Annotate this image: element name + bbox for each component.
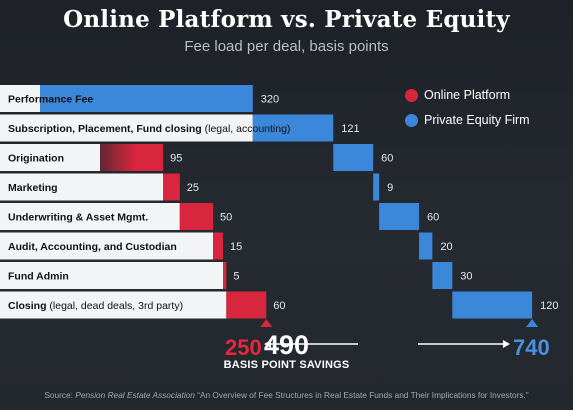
savings-arrowhead-right xyxy=(503,340,510,348)
value-label-pe-2: 60 xyxy=(381,153,393,165)
category-label-bg xyxy=(0,144,100,171)
value-label-pe-5: 20 xyxy=(440,241,452,253)
source-publisher: Pension Real Estate Association xyxy=(75,390,195,400)
value-label-pe-3: 9 xyxy=(387,182,393,194)
category-label-1: Subscription, Placement, Fund closing (l… xyxy=(8,123,290,135)
bar-pe-1 xyxy=(252,114,334,142)
chart-title: Online Platform vs. Private Equity xyxy=(63,6,510,33)
category-label-3: Marketing xyxy=(8,182,58,194)
category-label-bg xyxy=(0,203,180,230)
value-label-online-4: 50 xyxy=(220,212,232,224)
legend-label-pe: Private Equity Firm xyxy=(424,113,530,127)
category-label-5: Audit, Accounting, and Custodian xyxy=(8,241,177,253)
category-label-bg xyxy=(0,262,224,289)
category-label-7: Closing (legal, dead deals, 3rd party) xyxy=(8,300,183,312)
category-label-bg xyxy=(0,114,253,142)
legend-swatch-online xyxy=(405,89,418,102)
source-title: “An Overview of Fee Structures in Real E… xyxy=(194,390,529,400)
online-total-marker xyxy=(260,319,273,327)
bar-online-2 xyxy=(100,144,164,171)
bar-pe-2 xyxy=(333,144,374,171)
bar-pe-5 xyxy=(419,232,433,260)
online-total: 250 xyxy=(225,335,262,360)
bar-online-5 xyxy=(213,232,224,260)
savings-arrowhead-left xyxy=(264,340,271,348)
category-label-4: Underwriting & Asset Mgmt. xyxy=(8,212,148,224)
bar-pe-0 xyxy=(40,85,253,112)
category-label-6: Fund Admin xyxy=(8,271,69,283)
category-label-2: Origination xyxy=(8,153,64,165)
value-label-online-6: 5 xyxy=(233,271,239,283)
bar-online-4 xyxy=(179,203,214,230)
value-label-pe-7: 120 xyxy=(540,300,558,312)
source-note: Source: Pension Real Estate Association … xyxy=(0,390,573,400)
category-label-bg xyxy=(0,85,40,112)
bar-online-3 xyxy=(163,173,180,201)
value-label-pe-1: 121 xyxy=(341,123,359,135)
bar-online-7 xyxy=(226,291,267,319)
bar-pe-4 xyxy=(379,203,420,230)
category-label-bg xyxy=(0,291,227,319)
value-label-online-3: 25 xyxy=(187,182,199,194)
value-label-online-2: 95 xyxy=(170,153,182,165)
source-prefix: Source: xyxy=(44,390,76,400)
pe-total: 740 xyxy=(513,335,550,360)
legend-label-online: Online Platform xyxy=(424,88,511,102)
category-label-0: Performance Fee xyxy=(8,94,93,106)
bar-online-6 xyxy=(223,262,227,289)
savings-caption: BASIS POINT SAVINGS xyxy=(223,359,350,371)
value-label-pe-6: 30 xyxy=(460,271,472,283)
pe-total-marker xyxy=(526,319,539,327)
bar-pe-6 xyxy=(432,262,453,289)
value-label-online-7: 60 xyxy=(273,300,285,312)
bar-pe-3 xyxy=(373,173,380,201)
category-label-bg xyxy=(0,173,164,201)
legend-swatch-pe xyxy=(405,114,418,127)
chart-subtitle: Fee load per deal, basis points xyxy=(184,38,389,55)
value-label-pe-4: 60 xyxy=(427,212,439,224)
category-label-bg xyxy=(0,232,214,260)
savings-value: 490 xyxy=(263,330,310,360)
value-label-pe-0: 320 xyxy=(261,94,279,106)
value-label-online-5: 15 xyxy=(230,241,242,253)
bar-pe-7 xyxy=(452,291,533,319)
